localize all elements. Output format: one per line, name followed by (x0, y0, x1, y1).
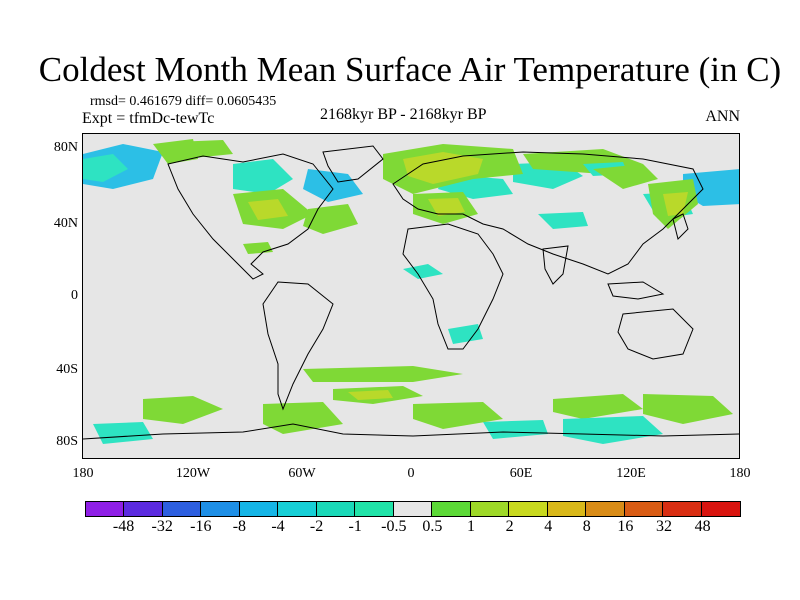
colorbar-label: 32 (656, 518, 672, 535)
experiment-label: Expt = tfmDc-tewTc (82, 110, 215, 127)
colorbar-swatch (663, 502, 702, 516)
anomaly-patch (553, 394, 643, 419)
y-axis-label-40s: 40S (56, 362, 78, 377)
anomaly-patch (303, 169, 363, 202)
colorbar-swatch (393, 502, 433, 516)
coastline-greenland (322, 145, 384, 183)
anomaly-patch (303, 204, 358, 234)
anomaly-patch (593, 164, 658, 189)
anomaly-patch (143, 396, 223, 424)
y-axis-label-0: 0 (71, 288, 78, 303)
anomaly-patches (83, 139, 739, 444)
anomaly-patch (683, 169, 739, 206)
colorbar-swatch (162, 502, 202, 516)
colorbar-swatch (624, 502, 664, 516)
map-panel (82, 133, 740, 459)
anomaly-patch (248, 199, 288, 220)
colorbar-swatch (701, 502, 741, 516)
coastline-se-asia (607, 281, 665, 300)
coastlines (83, 145, 739, 440)
colorbar-label: 48 (694, 518, 711, 535)
anomaly-patch (483, 420, 548, 439)
colorbar-label: 16 (617, 518, 634, 535)
colorbar-swatch (470, 502, 510, 516)
coastline-south-america (262, 281, 334, 411)
colorbar-label: -0.5 (381, 518, 407, 535)
colorbar-swatch (124, 502, 163, 516)
coastline-india (542, 245, 569, 285)
colorbar-swatch (355, 502, 394, 516)
anomaly-patch (538, 212, 588, 229)
y-axis-label-40n: 40N (53, 216, 78, 231)
anomaly-patch (83, 154, 128, 182)
anomaly-patch (233, 159, 293, 194)
colorbar (85, 501, 742, 517)
x-axis-label-60e: 60E (509, 466, 533, 481)
colorbar-label: -32 (151, 518, 173, 535)
colorbar-label: -1 (348, 518, 362, 535)
coastline-japan (672, 213, 689, 240)
anomaly-map (83, 139, 739, 444)
rmsd-diff-label: rmsd= 0.461679 diff= 0.0605435 (90, 94, 277, 109)
colorbar-label: 0.5 (422, 518, 443, 535)
x-axis-label-180w: 180 (72, 466, 94, 481)
colorbar-swatch (278, 502, 317, 516)
x-axis-label-180e: 180 (729, 466, 751, 481)
colorbar-swatch (86, 502, 125, 516)
anomaly-patch (263, 402, 343, 434)
colorbar-swatch (316, 502, 356, 516)
anomaly-patch (403, 152, 483, 184)
colorbar-label: -8 (232, 518, 247, 535)
colorbar-label: -16 (190, 518, 212, 535)
anomaly-patch (173, 140, 233, 158)
coastline-north-america (167, 153, 334, 280)
coastline-eurasia (392, 151, 704, 275)
colorbar-swatch (547, 502, 587, 516)
anomaly-patch (93, 422, 153, 444)
colorbar-swatch (201, 502, 240, 516)
anomaly-patch (643, 394, 733, 424)
anomaly-patch (403, 264, 443, 279)
colorbar-label: 8 (582, 518, 591, 535)
colorbar-swatch (509, 502, 548, 516)
chart-title: Coldest Month Mean Surface Air Temperatu… (38, 50, 782, 89)
colorbar-label: -4 (271, 518, 285, 535)
anomaly-patch (448, 324, 483, 344)
anomaly-patch (348, 390, 393, 400)
colorbar-swatch (239, 502, 279, 516)
y-axis-label-80s: 80S (56, 434, 78, 449)
x-axis-label-60w: 60W (288, 466, 316, 481)
anomaly-patch (413, 402, 503, 429)
season-label: ANN (705, 108, 740, 125)
coastline-antarctica (83, 423, 739, 440)
colorbar-label: -48 (112, 518, 135, 535)
colorbar-label: 4 (544, 518, 553, 535)
colorbar-swatch (432, 502, 471, 516)
x-axis-label-120w: 120W (175, 466, 211, 481)
coastline-africa (402, 223, 504, 350)
anomaly-patch (563, 416, 663, 444)
y-axis-label-80n: 80N (53, 140, 78, 155)
colorbar-label: 1 (467, 518, 475, 535)
colorbar-label: 2 (505, 518, 514, 535)
x-axis-label-120e: 120E (616, 466, 646, 481)
anomaly-patch (428, 198, 465, 216)
x-axis-label-0: 0 (407, 466, 415, 481)
anomaly-patch (243, 242, 273, 254)
period-label: 2168kyr BP - 2168kyr BP (320, 106, 487, 123)
colorbar-swatch (586, 502, 625, 516)
coastline-australia (617, 308, 694, 360)
colorbar-label: -2 (309, 518, 324, 535)
anomaly-patch (303, 366, 463, 382)
